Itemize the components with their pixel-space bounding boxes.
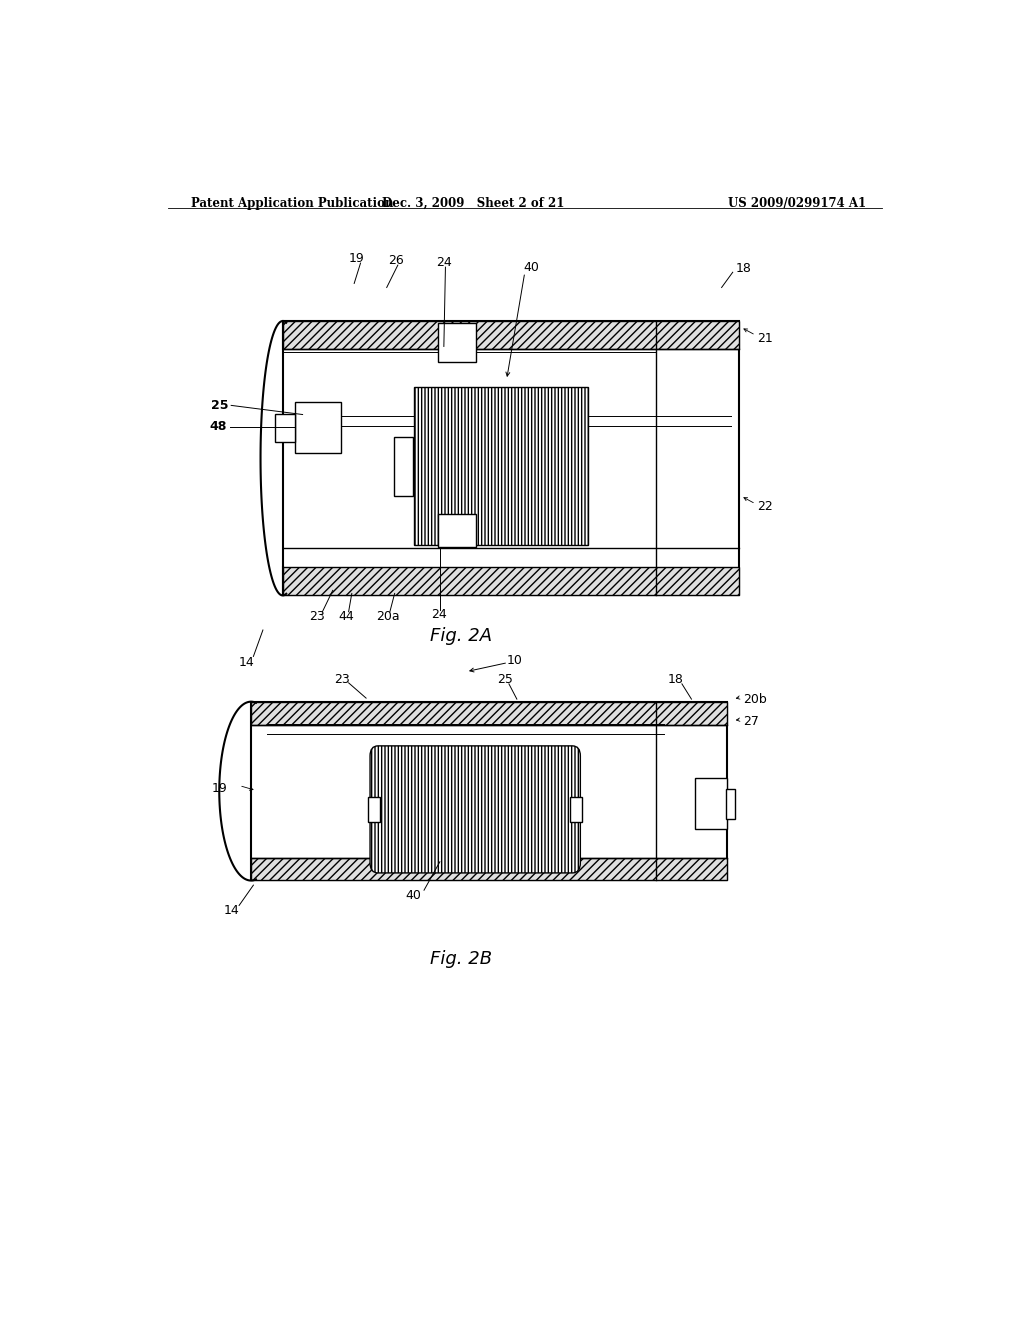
Text: 18: 18 xyxy=(736,261,752,275)
Text: Fig. 2A: Fig. 2A xyxy=(430,627,493,645)
Bar xyxy=(251,702,727,880)
Text: 27: 27 xyxy=(743,715,759,729)
Text: 22: 22 xyxy=(758,499,773,512)
Bar xyxy=(695,779,727,829)
Text: 24: 24 xyxy=(431,609,446,622)
Bar xyxy=(274,413,295,442)
Bar xyxy=(394,437,413,496)
Bar xyxy=(251,858,727,880)
Bar xyxy=(369,797,380,822)
Bar xyxy=(414,387,588,545)
Bar xyxy=(570,797,582,822)
Text: Fig. 2B: Fig. 2B xyxy=(430,950,493,969)
Bar xyxy=(726,788,735,818)
Text: 20b: 20b xyxy=(743,693,767,706)
Bar xyxy=(437,513,475,546)
Bar xyxy=(283,568,739,595)
Text: 20a: 20a xyxy=(377,610,400,623)
Bar xyxy=(437,323,475,362)
Text: 19: 19 xyxy=(211,781,227,795)
Bar xyxy=(283,321,739,350)
Text: Patent Application Publication: Patent Application Publication xyxy=(191,197,394,210)
Text: 24: 24 xyxy=(436,256,452,268)
Text: Dec. 3, 2009   Sheet 2 of 21: Dec. 3, 2009 Sheet 2 of 21 xyxy=(382,197,564,210)
Text: 19: 19 xyxy=(349,252,365,264)
Text: 44: 44 xyxy=(338,610,354,623)
Bar xyxy=(251,702,727,725)
Text: 25: 25 xyxy=(211,399,228,412)
FancyBboxPatch shape xyxy=(370,746,581,873)
Bar xyxy=(295,403,341,453)
Text: 48: 48 xyxy=(210,420,227,433)
Text: 40: 40 xyxy=(406,888,422,902)
Text: 14: 14 xyxy=(223,904,239,917)
Text: 25: 25 xyxy=(497,673,513,686)
Text: US 2009/0299174 A1: US 2009/0299174 A1 xyxy=(728,197,866,210)
Text: 18: 18 xyxy=(668,673,684,686)
Text: 21: 21 xyxy=(758,331,773,345)
Text: 14: 14 xyxy=(240,656,255,669)
Bar xyxy=(283,321,739,595)
Text: 26: 26 xyxy=(388,253,404,267)
Text: 40: 40 xyxy=(523,260,539,273)
Text: 23: 23 xyxy=(309,610,325,623)
Text: 23: 23 xyxy=(335,673,350,686)
Text: 10: 10 xyxy=(507,653,522,667)
